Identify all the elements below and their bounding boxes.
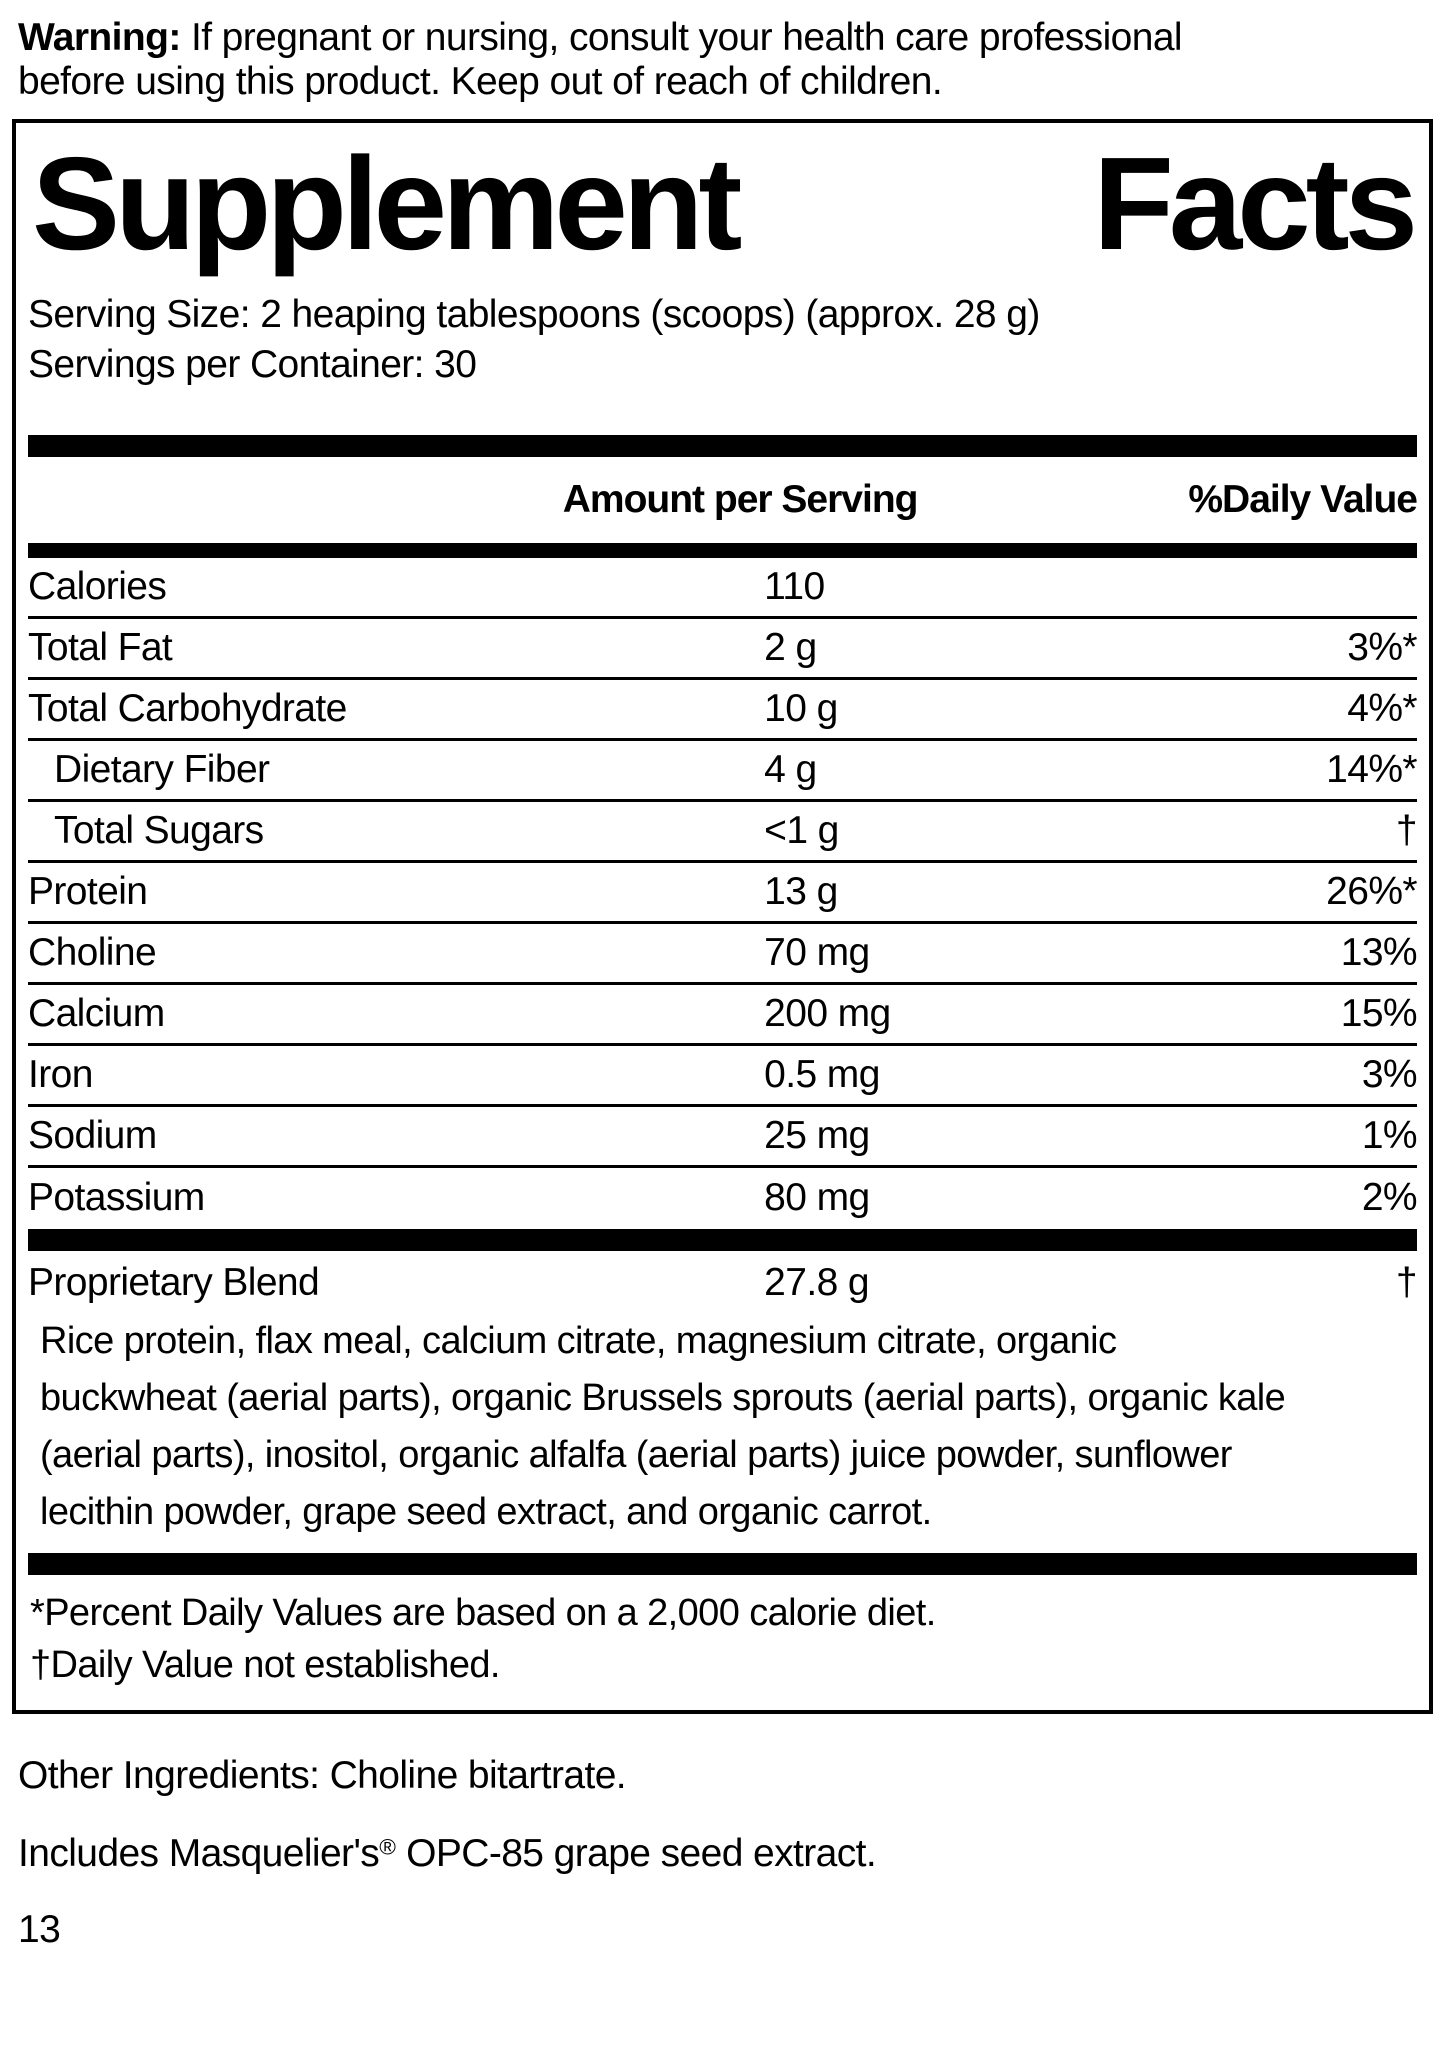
nutrient-amount: 10 g xyxy=(764,686,838,730)
nutrient-amount: 80 mg xyxy=(764,1176,870,1220)
nutrient-daily-value: † xyxy=(1395,1260,1418,1304)
warning-line-1: Warning: If pregnant or nursing, consult… xyxy=(18,16,1427,60)
supplement-facts-panel: Supplement Facts Serving Size: 2 heaping… xyxy=(12,119,1433,1714)
nutrient-daily-value: 3%* xyxy=(1347,625,1417,669)
proprietary-blend-ingredients: Rice protein, flax meal, calcium citrate… xyxy=(28,1313,1417,1553)
separator-bar-thick xyxy=(28,434,1417,457)
ingredients-line-1: Rice protein, flax meal, calcium citrate… xyxy=(40,1319,1117,1362)
nutrient-name: Total Sugars xyxy=(54,808,264,852)
nutrient-name: Sodium xyxy=(28,1113,157,1157)
row-protein: Protein 13 g 26%* xyxy=(28,863,1418,924)
row-total-fat: Total Fat 2 g 3%* xyxy=(28,619,1418,680)
registered-trademark-symbol: ® xyxy=(379,1834,396,1860)
nutrient-name: Choline xyxy=(28,930,157,974)
separator-bar-thick xyxy=(28,1228,1417,1251)
includes-statement: Includes Masquelier's® OPC-85 grape seed… xyxy=(18,1832,1427,1876)
nutrient-name: Iron xyxy=(28,1052,93,1096)
row-potassium: Potassium 80 mg 2% xyxy=(28,1168,1418,1229)
other-ingredients: Other Ingredients: Choline bitartrate. xyxy=(18,1753,627,1797)
nutrient-amount: 13 g xyxy=(764,869,838,913)
ingredients-line-4: lecithin powder, grape seed extract, and… xyxy=(40,1490,932,1533)
footnotes: *Percent Daily Values are based on a 2,0… xyxy=(28,1575,1417,1710)
nutrient-daily-value: 3% xyxy=(1361,1052,1418,1096)
row-sodium: Sodium 25 mg 1% xyxy=(28,1107,1418,1168)
row-choline: Choline 70 mg 13% xyxy=(28,924,1418,985)
row-iron: Iron 0.5 mg 3% xyxy=(28,1046,1418,1107)
footnote-percent-daily-values: *Percent Daily Values are based on a 2,0… xyxy=(30,1591,936,1634)
nutrient-amount: 200 mg xyxy=(764,991,891,1035)
row-total-carbohydrate: Total Carbohydrate 10 g 4%* xyxy=(28,680,1418,741)
supplement-label-page: { "warning": { "prefix": "Warning:", "li… xyxy=(0,16,1445,2050)
warning-prefix: Warning: xyxy=(18,16,181,59)
nutrient-name: Total Fat xyxy=(28,625,173,669)
nutrient-daily-value: 14%* xyxy=(1326,747,1417,791)
row-proprietary-blend: Proprietary Blend 27.8 g † xyxy=(28,1253,1418,1313)
column-header-daily-value: %Daily Value xyxy=(1188,477,1418,521)
nutrient-amount: 70 mg xyxy=(764,930,870,974)
row-dietary-fiber: Dietary Fiber 4 g 14%* xyxy=(28,741,1418,802)
nutrient-amount: 0.5 mg xyxy=(764,1052,880,1096)
nutrient-daily-value: † xyxy=(1395,808,1418,852)
nutrient-name: Calcium xyxy=(28,991,165,1035)
includes-text: Includes Masquelier's xyxy=(18,1831,380,1875)
nutrient-name: Calories xyxy=(28,564,167,608)
nutrient-amount: 2 g xyxy=(764,625,817,669)
nutrient-amount: 4 g xyxy=(764,747,817,791)
nutrient-name: Proprietary Blend xyxy=(28,1260,320,1304)
servings-per-container: Servings per Container: 30 xyxy=(28,342,477,386)
warning-line-2: before using this product. Keep out of r… xyxy=(18,59,943,103)
nutrient-name: Dietary Fiber xyxy=(54,747,270,791)
row-calcium: Calcium 200 mg 15% xyxy=(28,985,1418,1046)
nutrient-name: Potassium xyxy=(28,1176,205,1220)
nutrient-amount: <1 g xyxy=(764,808,839,852)
nutrient-daily-value: 15% xyxy=(1340,991,1418,1035)
nutrient-amount: 25 mg xyxy=(764,1113,870,1157)
separator-bar-thick xyxy=(28,1552,1417,1575)
nutrient-daily-value: 4%* xyxy=(1347,686,1417,730)
nutrient-daily-value: 1% xyxy=(1361,1113,1418,1157)
title-word-supplement: Supplement xyxy=(32,130,742,278)
nutrient-amount: 27.8 g xyxy=(764,1260,869,1304)
row-calories: Calories 110 xyxy=(28,558,1417,619)
warning-text: Warning: If pregnant or nursing, consult… xyxy=(18,16,1427,103)
table-column-headers: Amount per Serving %Daily Value xyxy=(28,457,1418,543)
serving-info: Serving Size: 2 heaping tablespoons (sco… xyxy=(28,290,1417,388)
nutrient-amount: 110 xyxy=(764,564,825,608)
footnote-daily-value-not-established: †Daily Value not established. xyxy=(30,1644,500,1687)
title-word-facts: Facts xyxy=(1093,130,1418,278)
below-panel-text: Other Ingredients: Choline bitartrate. I… xyxy=(18,1754,1427,1966)
warning-line-1-rest: If pregnant or nursing, consult your hea… xyxy=(180,16,1183,59)
nutrient-name: Protein xyxy=(28,869,148,913)
panel-title: Supplement Facts xyxy=(32,127,1418,280)
nutrient-daily-value: 2% xyxy=(1361,1176,1418,1220)
nutrient-daily-value: 26%* xyxy=(1326,869,1417,913)
includes-text-rest: OPC-85 grape seed extract. xyxy=(395,1831,877,1875)
column-header-amount: Amount per Serving xyxy=(562,477,919,521)
nutrient-name: Total Carbohydrate xyxy=(28,686,347,730)
serving-size: Serving Size: 2 heaping tablespoons (sco… xyxy=(28,293,1040,337)
separator-bar-medium xyxy=(28,542,1417,558)
page-number: 13 xyxy=(18,1907,61,1951)
ingredients-line-2: buckwheat (aerial parts), organic Brusse… xyxy=(40,1376,1286,1419)
nutrient-daily-value: 13% xyxy=(1340,930,1418,974)
row-total-sugars: Total Sugars <1 g † xyxy=(28,802,1418,863)
ingredients-line-3: (aerial parts), inositol, organic alfalf… xyxy=(40,1433,1232,1476)
